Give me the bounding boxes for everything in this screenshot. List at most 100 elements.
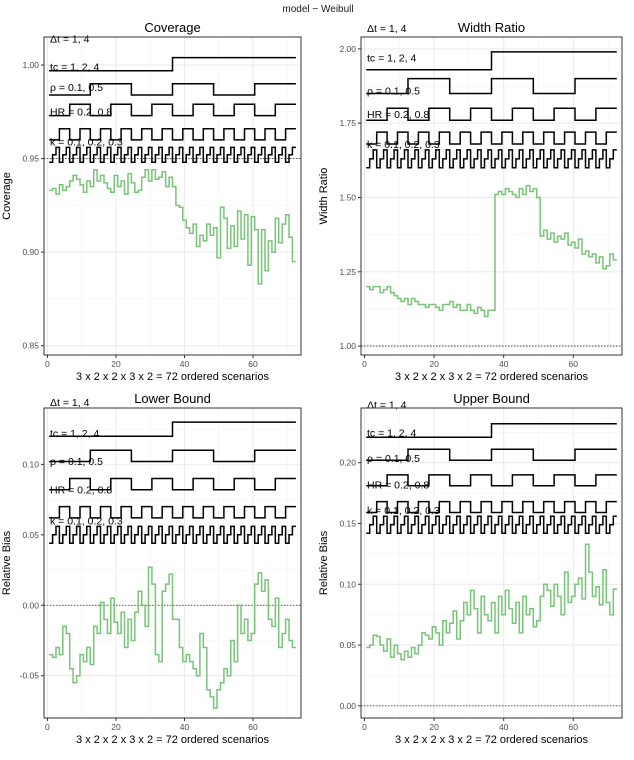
design-step-label: ρ = 0.1, 0.5	[50, 456, 103, 468]
design-step-label: ρ = 0.1, 0.5	[367, 85, 420, 97]
panel-1: Δt = 1, 4 tᴄ = 1, 2, 4 ρ = 0.1, 0.5 HR = 0.…	[1, 20, 302, 383]
x-tick-label: 0	[362, 359, 367, 369]
x-tick-label: 0	[45, 722, 50, 732]
design-step-label: HR = 0.2, 0.8	[50, 106, 112, 118]
y-tick-label: 0.20	[339, 458, 356, 468]
y-axis-label: Width Ratio	[318, 168, 330, 225]
y-tick-label: 1.75	[339, 118, 356, 128]
x-tick-label: 20	[429, 722, 439, 732]
design-step-label: Δt = 1, 4	[367, 399, 407, 411]
estimate-series-line	[366, 184, 617, 318]
design-step-line	[49, 56, 296, 72]
x-tick-label: 60	[569, 722, 579, 732]
design-step-line	[366, 448, 617, 462]
design-step-line	[366, 500, 617, 514]
design-step-line	[366, 149, 617, 169]
y-tick-label: 0.05	[339, 640, 356, 650]
y-tick-label: 0.10	[22, 459, 39, 469]
y-axis-label: Relative Bias	[1, 530, 13, 595]
design-step-line	[49, 505, 296, 519]
legend-text: model − Weibull	[282, 4, 353, 15]
design-step-line	[49, 477, 296, 491]
panel-title: Width Ratio	[458, 20, 525, 35]
design-step-line	[366, 107, 617, 121]
design-step-line	[49, 83, 296, 96]
panel-4: Δt = 1, 4 tᴄ = 1, 2, 4 ρ = 0.1, 0.5 HR = 0.…	[318, 391, 623, 746]
design-step-line	[366, 51, 617, 71]
design-step-line	[366, 131, 617, 145]
design-step-label: Δt = 1, 4	[50, 397, 90, 409]
x-tick-label: 60	[569, 359, 579, 369]
panel-2: Δt = 1, 4 tᴄ = 1, 2, 4 ρ = 0.1, 0.5 HR = 0.…	[318, 20, 623, 383]
y-tick-label: 0.85	[22, 341, 39, 351]
design-step-line	[49, 449, 296, 463]
design-step-label: tᴄ = 1, 2, 4	[367, 53, 416, 65]
design-step-line	[49, 127, 296, 141]
panel-border	[360, 36, 623, 356]
y-tick-label: 0.00	[22, 600, 39, 610]
design-step-label: k = 0.1, 0.2, 0.3	[367, 139, 440, 151]
y-tick-label: 1.00	[22, 60, 39, 70]
design-step-label: Δt = 1, 4	[50, 33, 90, 45]
x-tick-label: 0	[362, 722, 367, 732]
y-tick-label: 0.10	[339, 579, 356, 589]
design-step-line	[366, 423, 617, 438]
design-step-line	[366, 474, 617, 487]
y-axis-label: Relative Bias	[318, 530, 330, 595]
y-tick-label: 1.25	[339, 267, 356, 277]
x-tick-label: 40	[180, 722, 190, 732]
panel-3: Δt = 1, 4 tᴄ = 1, 2, 4 ρ = 0.1, 0.5 HR = 0.…	[1, 391, 302, 746]
x-tick-label: 20	[429, 359, 439, 369]
panel-title: Coverage	[144, 20, 200, 35]
x-tick-label: 40	[499, 722, 509, 732]
panel-title: Upper Bound	[453, 391, 530, 406]
x-axis-label: 3 x 2 x 2 x 3 x 2 = 72 ordered scenarios	[395, 734, 588, 746]
design-step-line	[49, 421, 296, 437]
design-step-line	[366, 77, 617, 95]
design-step-label: HR = 0.2, 0.8	[367, 109, 429, 121]
panel-border	[43, 36, 302, 356]
design-step-label: k = 0.1, 0.2, 0.3	[50, 515, 123, 527]
design-step-label: HR = 0.2, 0.8	[50, 484, 112, 496]
x-tick-label: 0	[45, 359, 50, 369]
y-tick-label: 0.95	[22, 154, 39, 164]
panel-border	[360, 407, 623, 719]
design-step-label: tᴄ = 1, 2, 4	[50, 428, 99, 440]
y-axis-label: Coverage	[1, 172, 13, 220]
design-step-label: ρ = 0.1, 0.5	[367, 453, 420, 465]
design-step-line	[49, 146, 296, 164]
x-axis-label: 3 x 2 x 2 x 3 x 2 = 72 ordered scenarios	[76, 371, 269, 383]
y-tick-label: 2.00	[339, 44, 356, 54]
design-step-label: ρ = 0.1, 0.5	[50, 82, 103, 94]
panel-title: Lower Bound	[134, 391, 211, 406]
x-axis-label: 3 x 2 x 2 x 3 x 2 = 72 ordered scenarios	[76, 734, 269, 746]
x-tick-label: 40	[499, 359, 509, 369]
x-axis-label: 3 x 2 x 2 x 3 x 2 = 72 ordered scenarios	[395, 371, 588, 383]
x-tick-label: 40	[180, 359, 190, 369]
estimate-series-line	[49, 566, 296, 709]
x-tick-label: 20	[111, 359, 121, 369]
design-step-line	[49, 525, 296, 545]
y-tick-label: 1.50	[339, 192, 356, 202]
y-tick-label: 0.05	[22, 530, 39, 540]
design-step-label: Δt = 1, 4	[367, 23, 407, 35]
estimate-series-line	[366, 543, 617, 661]
x-tick-label: 60	[248, 359, 258, 369]
y-tick-label: -0.05	[20, 671, 40, 681]
panel-border	[43, 407, 302, 719]
estimate-series-line	[49, 169, 296, 285]
design-step-line	[366, 515, 617, 534]
y-tick-label: 0.15	[339, 518, 356, 528]
design-step-label: k = 0.1, 0.2, 0.3	[50, 136, 123, 148]
x-tick-label: 20	[111, 722, 121, 732]
x-tick-label: 60	[248, 722, 258, 732]
design-step-label: HR = 0.2, 0.8	[367, 480, 429, 492]
y-tick-label: 0.90	[22, 247, 39, 257]
design-step-line	[49, 103, 296, 117]
design-step-label: k = 0.1, 0.2, 0.3	[367, 505, 440, 517]
design-step-label: tᴄ = 1, 2, 4	[50, 62, 99, 74]
y-tick-label: 1.00	[339, 341, 356, 351]
design-step-label: tᴄ = 1, 2, 4	[367, 427, 416, 439]
